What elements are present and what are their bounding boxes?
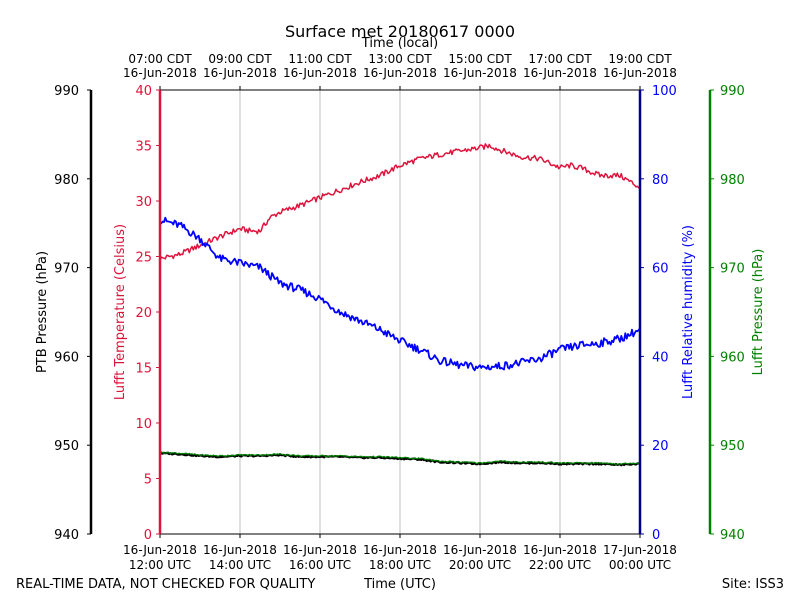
temperature-tick-label: 20	[135, 306, 152, 321]
top-tick-date: 16-Jun-2018	[283, 66, 357, 80]
bottom-tick-date: 17-Jun-2018	[603, 543, 677, 557]
temperature-tick-label: 15	[135, 362, 152, 377]
lufft-pressure-tick-label: 990	[720, 84, 745, 99]
top-tick-time: 11:00 CDT	[288, 52, 352, 66]
lufft-pressure-axis-label: Lufft Pressure (hPa)	[751, 249, 766, 376]
bottom-tick-date: 16-Jun-2018	[363, 543, 437, 557]
top-tick-date: 16-Jun-2018	[523, 66, 597, 80]
temperature-tick-label: 25	[135, 251, 152, 266]
top-tick-date: 16-Jun-2018	[363, 66, 437, 80]
lufft-pressure-tick-label: 960	[720, 350, 745, 365]
humidity-tick-label: 0	[652, 528, 660, 543]
bottom-tick-date: 16-Jun-2018	[443, 543, 517, 557]
ptb-pressure-tick-label: 970	[54, 262, 79, 277]
series-layer	[159, 143, 641, 467]
ptb-pressure-tick-label: 990	[54, 84, 79, 99]
temperature-tick-label: 35	[135, 140, 152, 155]
top-tick-date: 16-Jun-2018	[123, 66, 197, 80]
humidity-axis-label: Lufft Relative humidity (%)	[681, 225, 696, 399]
lufft-pressure-tick-label: 950	[720, 439, 745, 454]
top-tick-date: 16-Jun-2018	[203, 66, 277, 80]
bottom-tick-time: 18:00 UTC	[369, 558, 431, 572]
grid-lines	[239, 90, 561, 534]
top-tick-time: 19:00 CDT	[608, 52, 672, 66]
bottom-tick-date: 16-Jun-2018	[523, 543, 597, 557]
top-tick-date: 16-Jun-2018	[443, 66, 517, 80]
temperature-tick-label: 5	[144, 473, 152, 488]
ptb-pressure-tick-label: 950	[54, 439, 79, 454]
temperature-tick-label: 30	[135, 195, 152, 210]
bottom-tick-date: 16-Jun-2018	[283, 543, 357, 557]
bottom-tick-time: 20:00 UTC	[449, 558, 511, 572]
bottom-tick-date: 16-Jun-2018	[203, 543, 277, 557]
ptb-pressure-axis-label: PTB Pressure (hPa)	[35, 251, 50, 373]
temperature-axis-label: Lufft Temperature (Celsius)	[113, 224, 128, 400]
humidity-tick-label: 80	[652, 173, 669, 188]
quality-disclaimer: REAL-TIME DATA, NOT CHECKED FOR QUALITY	[16, 577, 315, 592]
lufft-pressure-tick-label: 970	[720, 262, 745, 277]
temperature-tick-label: 40	[135, 84, 152, 99]
lufft-pressure-series	[159, 451, 641, 465]
top-tick-time: 15:00 CDT	[448, 52, 512, 66]
chart-title: Surface met 20180617 0000	[285, 22, 515, 41]
humidity-tick-label: 40	[652, 350, 669, 365]
top-tick-time: 13:00 CDT	[368, 52, 432, 66]
ptb-pressure-tick-label: 980	[54, 173, 79, 188]
lufft-temperature-series	[159, 143, 641, 261]
humidity-tick-label: 100	[652, 84, 677, 99]
top-tick-date: 16-Jun-2018	[603, 66, 677, 80]
bottom-tick-time: 12:00 UTC	[129, 558, 191, 572]
top-axis-label: Time (local)	[361, 36, 438, 51]
temperature-tick-label: 10	[135, 417, 152, 432]
top-tick-time: 07:00 CDT	[128, 52, 192, 66]
lufft-pressure-tick-label: 980	[720, 173, 745, 188]
x-axis-label: Time (UTC)	[363, 577, 436, 592]
bottom-tick-time: 16:00 UTC	[289, 558, 351, 572]
lufft-pressure-tick-label: 940	[720, 528, 745, 543]
bottom-tick-time: 14:00 UTC	[209, 558, 271, 572]
bottom-tick-time: 22:00 UTC	[529, 558, 591, 572]
ptb-pressure-tick-label: 960	[54, 350, 79, 365]
humidity-tick-label: 60	[652, 262, 669, 277]
ptb-pressure-tick-label: 940	[54, 528, 79, 543]
top-tick-time: 09:00 CDT	[208, 52, 272, 66]
lufft-relative-humidity-series	[160, 216, 641, 372]
temperature-tick-label: 0	[144, 528, 152, 543]
site-label: Site: ISS3	[722, 577, 784, 592]
top-tick-time: 17:00 CDT	[528, 52, 592, 66]
bottom-tick-date: 16-Jun-2018	[123, 543, 197, 557]
humidity-tick-label: 20	[652, 439, 669, 454]
ptb-pressure-series	[159, 451, 641, 467]
bottom-tick-time: 00:00 UTC	[609, 558, 671, 572]
